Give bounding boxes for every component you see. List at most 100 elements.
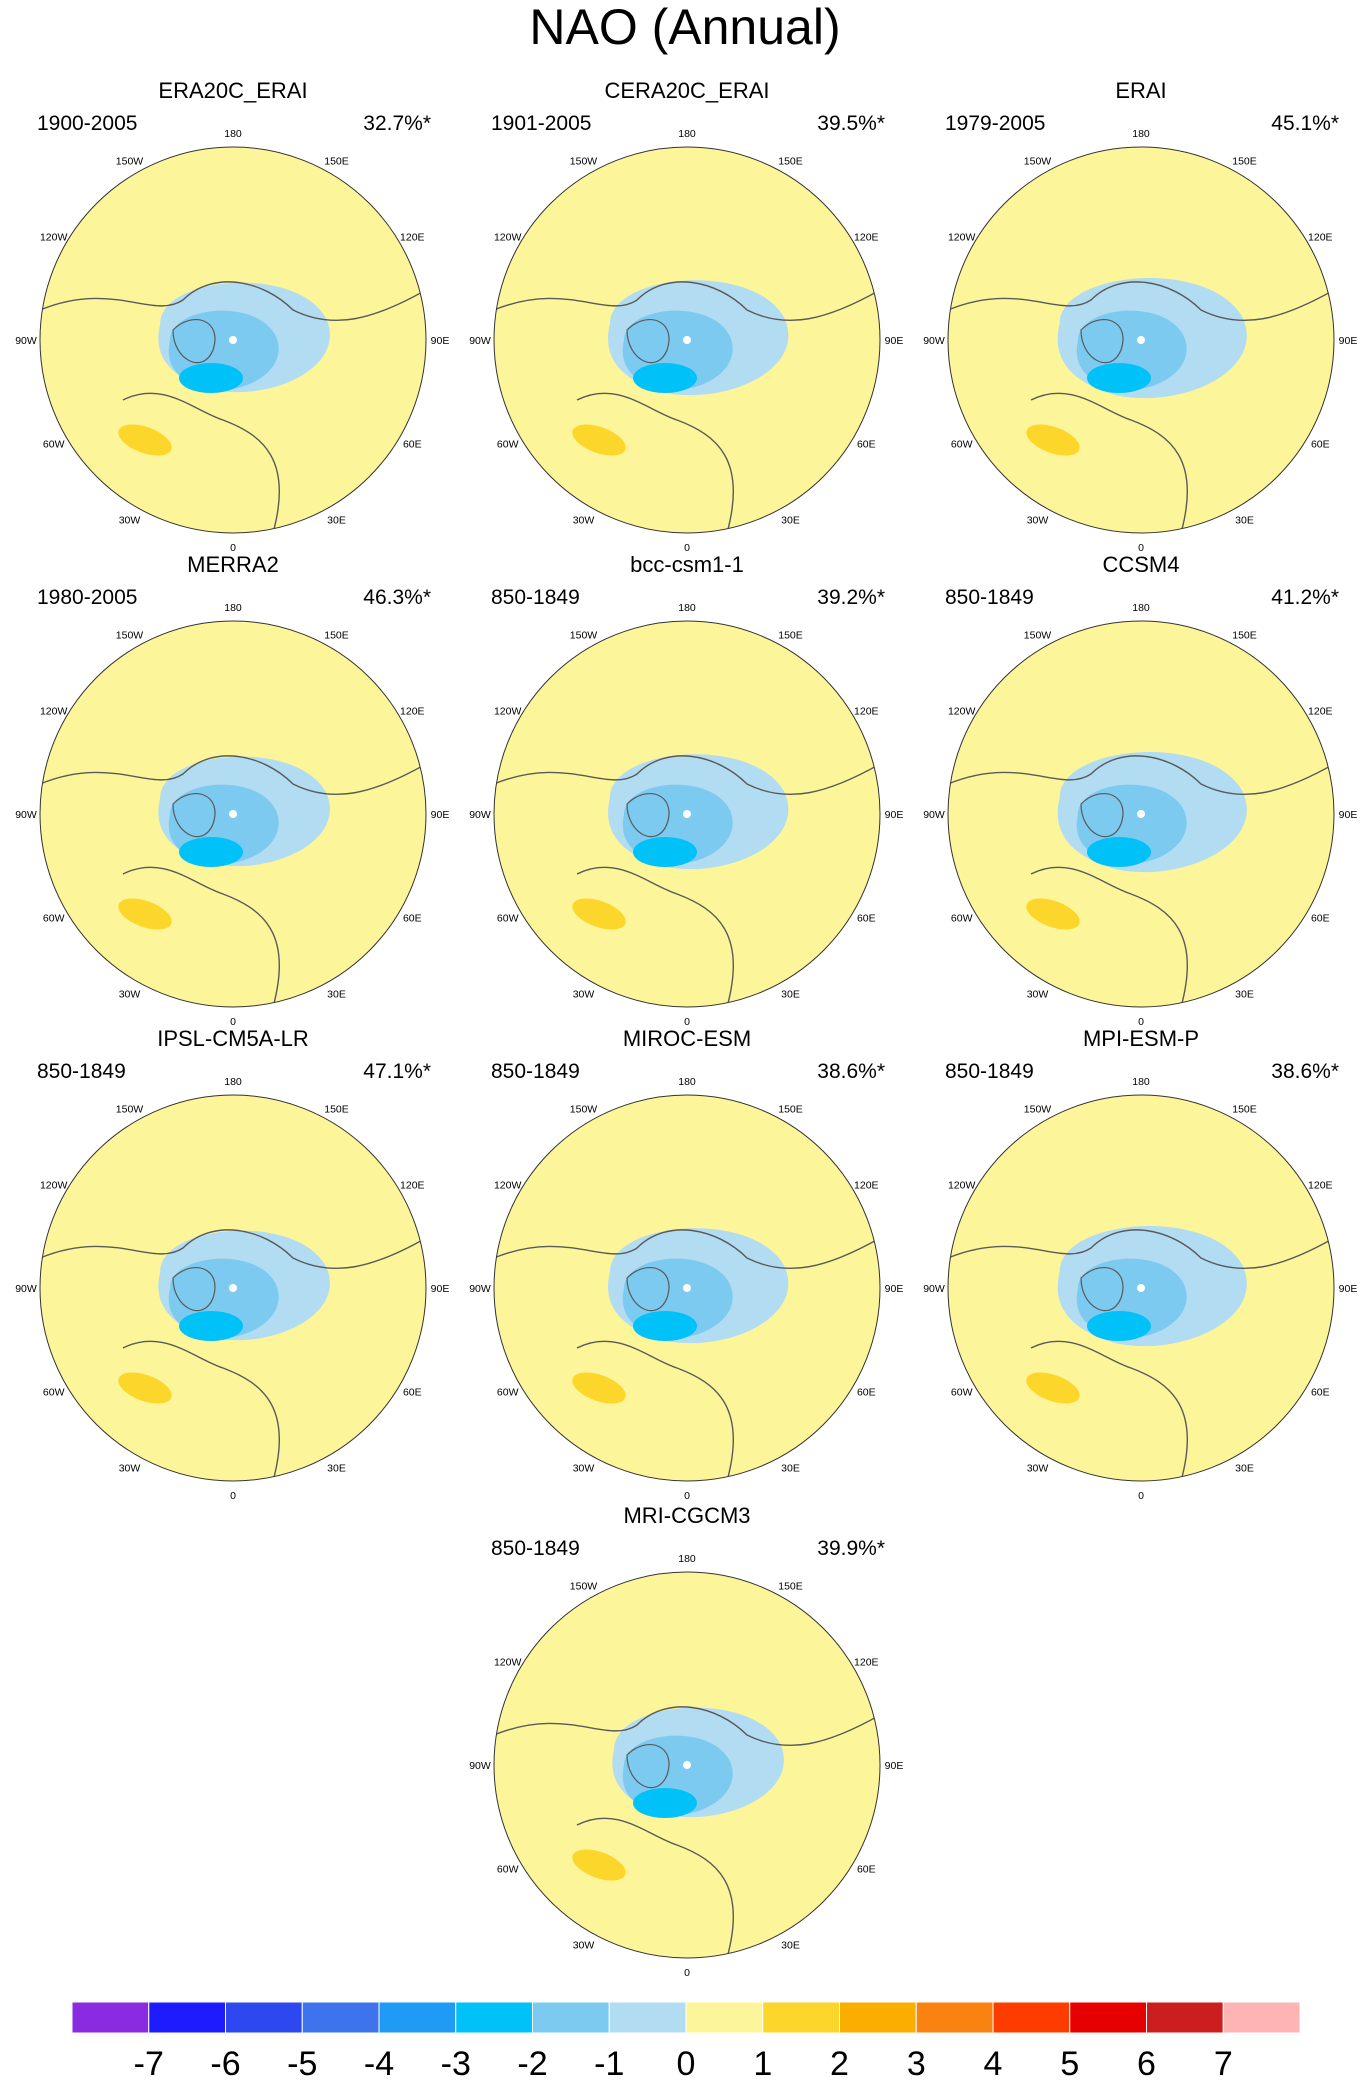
map-disk [948,621,1334,1007]
negative-core [179,363,243,393]
longitude-label: 150E [1232,630,1257,642]
longitude-label: 30E [327,1462,346,1474]
map-disk [494,621,880,1007]
coastline [948,1229,1334,1270]
map-disk [494,1095,880,1481]
longitude-label: 60E [857,913,876,925]
colorbar-tick-label: 4 [984,2045,1003,2082]
longitude-label: 30E [1235,1462,1254,1474]
longitude-label: 60W [497,439,519,451]
longitude-label: 120E [1308,706,1333,718]
greenland-outline [626,1744,670,1788]
longitude-label: 60E [403,439,422,451]
longitude-label: 180 [678,602,696,614]
longitude-label: 0 [1138,1016,1144,1028]
panel-period: 1900-2005 [37,112,137,135]
panel-variance: 38.6%* [1271,1060,1339,1083]
longitude-label: 0 [230,542,236,554]
longitude-label: 120E [854,706,879,718]
longitude-label: 0 [684,1967,690,1979]
longitude-label: 90E [431,335,450,347]
longitude-label: 30E [327,514,346,526]
positive-lobe [572,1372,626,1404]
panel-variance: 39.9%* [817,1537,885,1560]
longitude-label: 30E [327,988,346,1000]
coastline [122,1340,281,1481]
panel-variance: 45.1%* [1271,112,1339,135]
longitude-label: 150W [570,1581,598,1593]
longitude-label: 120W [948,232,976,244]
longitude-label: 120E [1308,232,1333,244]
longitude-label: 30W [1027,988,1049,1000]
panel-title: CCSM4 [1102,552,1179,577]
coastline [494,755,880,796]
longitude-label: 30W [573,1462,595,1474]
colorbar-tick-label: -2 [517,2045,547,2082]
negative-core [633,837,697,867]
longitude-label: 60W [951,1387,973,1399]
panel-period: 850-1849 [491,586,580,609]
colorbar-tick-label: 2 [830,2045,849,2082]
coastline [1030,866,1189,1007]
panel-title: ERAI [1115,78,1166,103]
map-boundary [39,146,427,534]
longitude-label: 150W [570,630,598,642]
map-panel: 180 150E 120E 90E 60E 30E 0 30W 60W 90W 120W 150W MR… [469,1503,903,1979]
map-boundary [947,146,1335,534]
colorbar-swatch [301,2001,380,2034]
longitude-label: 180 [678,1076,696,1088]
coastline [948,281,1334,322]
longitude-label: 90E [885,1283,904,1295]
longitude-label: 150E [778,1581,803,1593]
map-boundary [39,620,427,1008]
map-disk [948,147,1334,533]
colorbar-swatch [992,2001,1071,2034]
longitude-label: 120W [948,706,976,718]
negative-core [179,837,243,867]
greenland-outline [1080,1267,1124,1311]
greenland-outline [172,1267,216,1311]
pole-marker [683,1284,691,1292]
longitude-label: 150W [570,1104,598,1116]
colorbar-swatch [1222,2001,1301,2034]
longitude-label: 60W [951,439,973,451]
panel-variance: 46.3%* [363,586,431,609]
coastline [1030,392,1189,533]
longitude-label: 60W [43,1387,65,1399]
coastline [40,755,426,796]
longitude-label: 120W [40,232,68,244]
panel-variance: 39.2%* [817,586,885,609]
longitude-label: 60E [857,1387,876,1399]
colorbar-tick-label: 6 [1137,2045,1156,2082]
longitude-label: 150E [324,630,349,642]
panel-title: MERRA2 [187,552,279,577]
negative-core [1087,363,1151,393]
longitude-label: 180 [224,1076,242,1088]
greenland-outline [172,319,216,363]
longitude-label: 30W [573,988,595,1000]
longitude-label: 120E [400,232,425,244]
longitude-label: 60W [43,913,65,925]
pole-marker [1137,1284,1145,1292]
longitude-label: 90W [15,809,37,821]
pole-marker [683,336,691,344]
positive-lobe [1026,1372,1080,1404]
map-boundary [493,1571,881,1959]
longitude-label: 0 [1138,542,1144,554]
longitude-label: 180 [224,128,242,140]
longitude-label: 0 [684,1490,690,1502]
coastline [576,1817,735,1958]
colorbar-tick-label: 0 [677,2045,696,2082]
map-disk [494,147,880,533]
map-panel: 180 150E 120E 90E 60E 30E 0 30W 60W 90W 120W 150W MI… [469,1026,903,1502]
panel-period: 850-1849 [945,586,1034,609]
map-panel: 180 150E 120E 90E 60E 30E 0 30W 60W 90W 120W 150W CC… [923,552,1357,1028]
longitude-label: 150W [116,156,144,168]
coastline [1030,1340,1189,1481]
longitude-label: 120W [494,232,522,244]
longitude-label: 90W [15,1283,37,1295]
longitude-label: 120E [400,1180,425,1192]
greenland-outline [1080,319,1124,363]
coastline [948,755,1334,796]
